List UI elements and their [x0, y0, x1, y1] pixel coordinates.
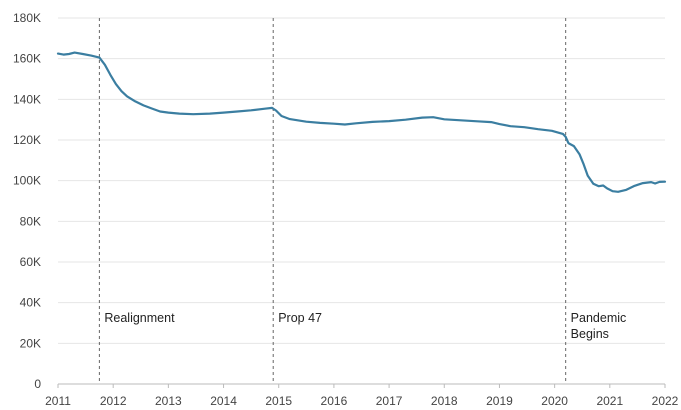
- x-tick-label: 2014: [210, 394, 237, 408]
- y-tick-label: 60K: [20, 255, 41, 269]
- gridlines: [58, 17, 665, 385]
- x-tick-label: 2017: [376, 394, 403, 408]
- y-tick-label: 0: [34, 377, 41, 391]
- x-tick-label: 2018: [431, 394, 458, 408]
- y-tick-label: 40K: [20, 296, 41, 310]
- x-tick-label: 2015: [265, 394, 292, 408]
- event-label: Begins: [571, 327, 609, 341]
- x-tick-label: 2019: [486, 394, 513, 408]
- event-label: Realignment: [104, 311, 175, 325]
- y-tick-label: 140K: [13, 92, 41, 106]
- y-axis-tick-labels: 0 20K 40K 60K 80K 100K 120K 140K 160K 180K: [13, 11, 41, 391]
- event-label: Pandemic: [571, 311, 627, 325]
- x-axis-tick-labels: 2011 2012 2013 2014 2015 2016 2017 2018 2019 2020…: [45, 384, 679, 408]
- y-tick-label: 120K: [13, 133, 41, 147]
- x-tick-label: 2012: [100, 394, 127, 408]
- y-tick-label: 100K: [13, 174, 41, 188]
- y-tick-label: 80K: [20, 214, 41, 228]
- series-line: [56, 51, 667, 193]
- y-tick-label: 180K: [13, 11, 41, 25]
- x-tick-label: 2022: [652, 394, 679, 408]
- y-tick-label: 160K: [13, 52, 41, 66]
- x-tick-label: 2013: [155, 394, 182, 408]
- event-label: Prop 47: [278, 311, 322, 325]
- x-tick-label: 2020: [541, 394, 568, 408]
- event-annotations: Realignment Prop 47 Pandemic Begins: [98, 18, 627, 384]
- y-tick-label: 20K: [20, 336, 41, 350]
- x-tick-label: 2021: [596, 394, 623, 408]
- x-tick-label: 2016: [321, 394, 348, 408]
- x-tick-label: 2011: [45, 394, 71, 408]
